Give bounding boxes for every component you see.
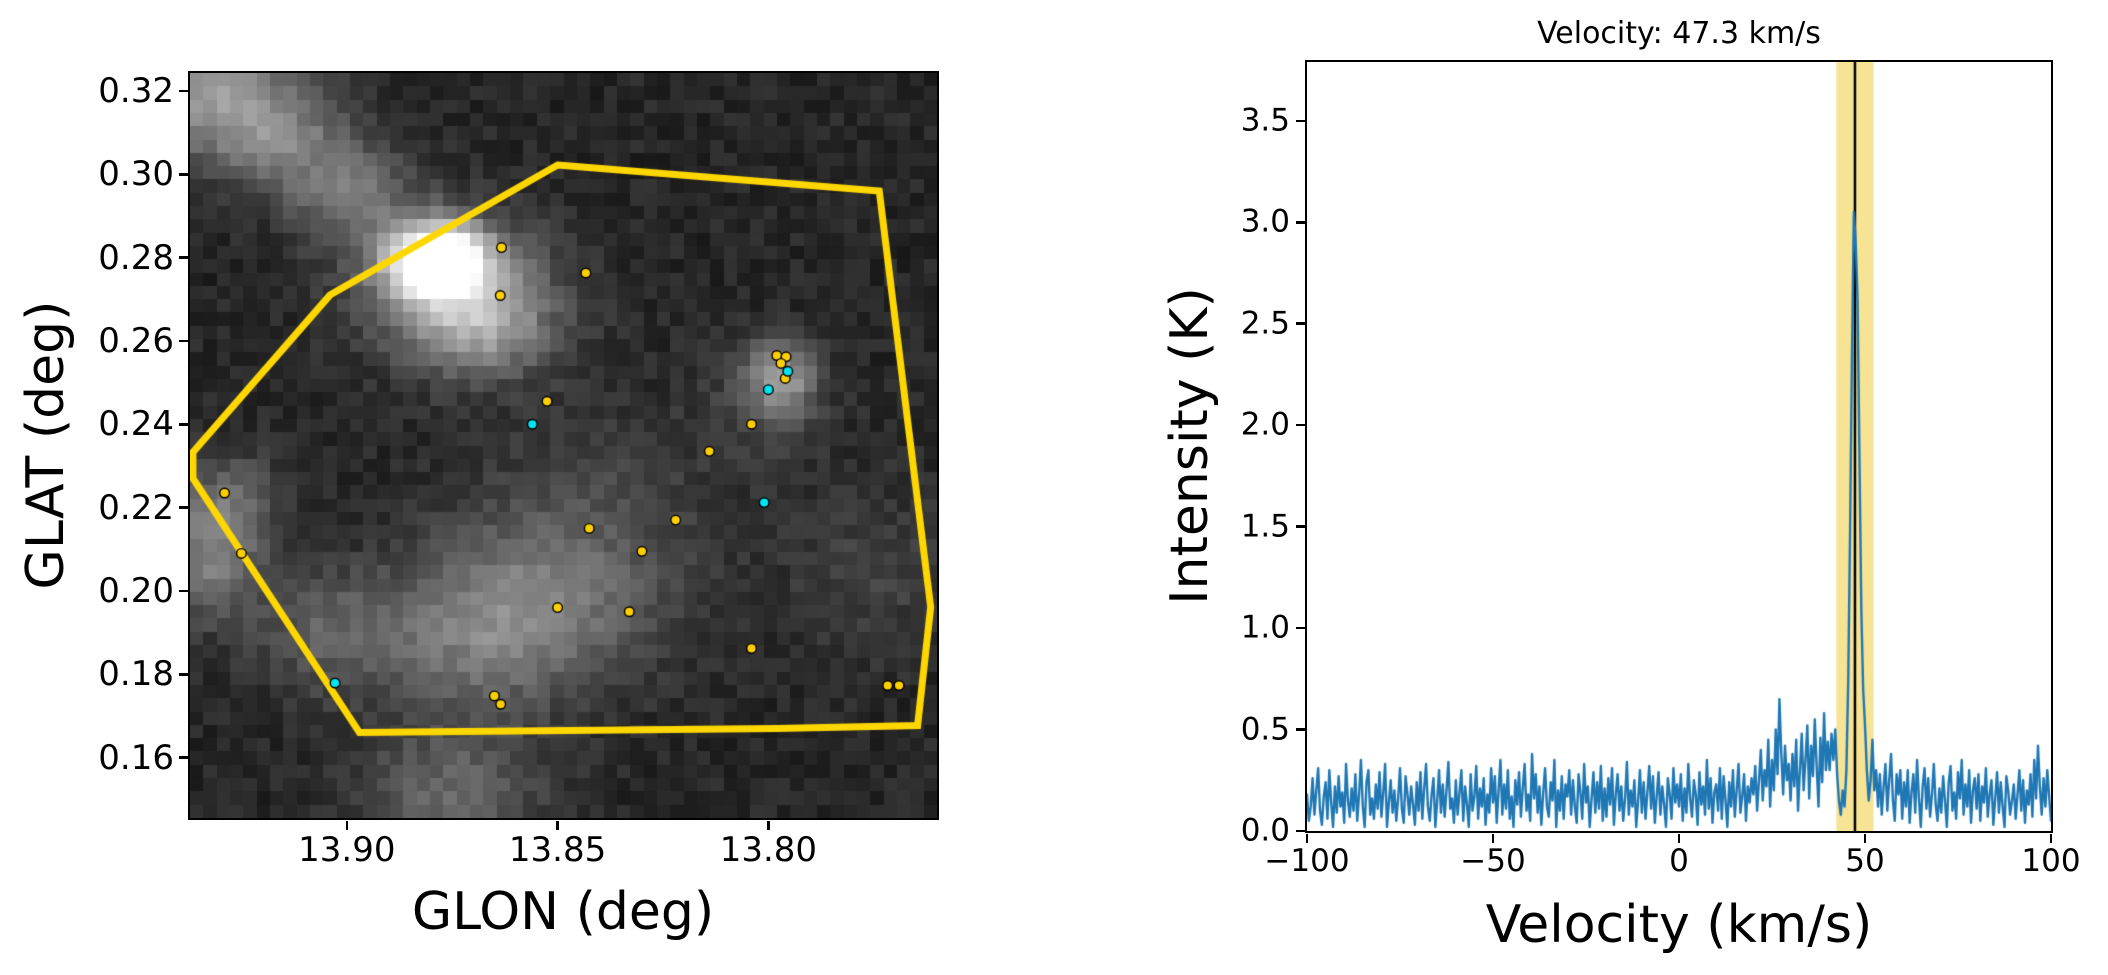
spectrum-y-tick-label: 0.0: [1240, 812, 1290, 849]
spectrum-y-tick-label: 3.0: [1240, 203, 1290, 240]
spectrum-x-tick-label: −100: [1264, 843, 1350, 879]
spectrum-title: Velocity: 47.3 km/s: [1537, 16, 1821, 51]
sky-map-y-tick: [178, 89, 188, 93]
sky-map-x-tick: [345, 820, 349, 830]
sky-map-y-tick-label: 0.30: [98, 154, 174, 195]
spectrum-canvas: [1306, 61, 2051, 831]
sky-map-canvas[interactable]: [189, 72, 937, 818]
spectrum-x-tick-label: 50: [1845, 843, 1885, 879]
sky-map-y-tick: [178, 756, 188, 759]
spectrum-x-tick-label: 0: [1669, 843, 1689, 879]
spectrum-x-tick: [1491, 833, 1495, 843]
spectrum-y-tick-label: 2.5: [1240, 305, 1290, 342]
sky-map-y-tick: [178, 589, 188, 593]
spectrum-ylabel: Intensity (K): [1160, 287, 1220, 605]
sky-map-ylabel: GLAT (deg): [16, 300, 76, 590]
spectrum-xlabel: Velocity (km/s): [1485, 895, 1873, 955]
spectrum-y-tick: [1295, 119, 1305, 123]
sky-map-y-tick-label: 0.16: [98, 737, 174, 778]
spectrum-y-tick-label: 3.5: [1240, 102, 1290, 139]
sky-map-y-tick-label: 0.32: [98, 70, 174, 111]
spectrum-y-tick: [1295, 829, 1305, 833]
spectrum-panel: [1304, 59, 2053, 833]
spectrum-y-tick-label: 2.0: [1240, 406, 1290, 443]
sky-map-y-tick: [178, 256, 188, 259]
sky-map-y-tick: [178, 506, 188, 509]
spectrum-y-tick: [1295, 626, 1305, 630]
spectrum-y-tick-label: 0.5: [1240, 711, 1290, 748]
sky-map-x-tick: [767, 820, 770, 830]
spectrum-x-tick: [1305, 833, 1309, 843]
sky-map-y-tick: [178, 673, 188, 676]
spectrum-x-tick: [1863, 833, 1867, 843]
sky-map-xlabel: GLON (deg): [411, 882, 715, 942]
sky-map-y-tick-label: 0.18: [98, 654, 174, 695]
sky-map-y-tick-label: 0.24: [98, 404, 174, 445]
sky-map-y-tick-label: 0.20: [98, 570, 174, 611]
spectrum-y-tick: [1295, 728, 1305, 731]
spectrum-x-tick: [1677, 833, 1681, 843]
sky-map-y-tick-label: 0.26: [98, 320, 174, 361]
sky-map-x-tick-label: 13.80: [719, 830, 818, 870]
spectrum-y-tick-label: 1.0: [1240, 609, 1290, 646]
sky-map-x-tick: [556, 820, 559, 830]
spectrum-y-tick: [1295, 322, 1305, 325]
sky-map-y-tick-label: 0.28: [98, 237, 174, 278]
sky-map-x-tick-label: 13.90: [298, 830, 396, 870]
spectrum-x-tick-label: 100: [2021, 843, 2081, 879]
spectrum-y-tick: [1295, 525, 1305, 528]
sky-map-y-tick: [178, 173, 188, 176]
sky-map-y-tick: [178, 423, 188, 426]
spectrum-x-tick-label: −50: [1460, 843, 1526, 879]
spectrum-x-tick: [2049, 833, 2053, 843]
sky-map-y-tick-label: 0.22: [98, 487, 174, 528]
spectrum-y-tick-label: 1.5: [1240, 508, 1290, 545]
spectrum-y-tick: [1295, 423, 1305, 427]
sky-map-panel: [187, 70, 939, 820]
sky-map-y-tick: [178, 339, 188, 343]
sky-map-x-tick-label: 13.85: [508, 830, 607, 870]
spectrum-y-tick: [1295, 221, 1305, 224]
